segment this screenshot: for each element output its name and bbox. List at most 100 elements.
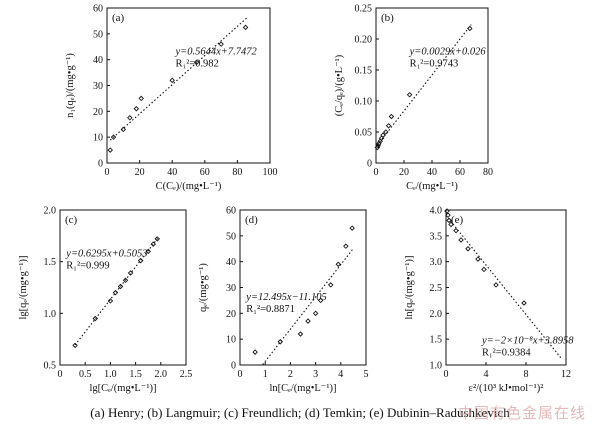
data-point bbox=[169, 77, 175, 84]
data-point bbox=[349, 225, 355, 231]
panel-c: 0 0.5 1.0 1.5 2.0 2.50.51.01.52.0(c)lg[Cₑ/(mg… bbox=[18, 206, 192, 395]
panel-b: 0 20 40 60 80 0 0.05 0.10 0.15 0.20 0.25 (b) Cₑ/(mg•… bbox=[334, 4, 493, 193]
x-axis-label: Cₑ/(mg•L⁻¹) bbox=[406, 181, 458, 192]
panel-label: (e) bbox=[451, 214, 464, 226]
x-tick-label: 5 bbox=[364, 369, 369, 380]
plot-frame bbox=[59, 209, 187, 366]
data-point bbox=[127, 270, 134, 276]
y-tick-label: 0.20 bbox=[355, 35, 373, 46]
data-point bbox=[385, 123, 392, 129]
y-tick-label: 0.15 bbox=[355, 66, 373, 77]
panel-label: (c) bbox=[65, 214, 78, 226]
y-tick-label: 0 bbox=[231, 361, 236, 372]
fit-line bbox=[376, 24, 472, 146]
data-point bbox=[145, 248, 151, 255]
x-tick-label: 2.0 bbox=[155, 369, 168, 380]
panel-label: (a) bbox=[112, 12, 125, 24]
y-tick-label: 0.10 bbox=[355, 97, 373, 108]
data-point bbox=[137, 257, 144, 264]
y-tick-label: 1.0 bbox=[430, 361, 443, 372]
data-point bbox=[448, 221, 454, 228]
y-tick-label: 2.0 bbox=[44, 206, 57, 217]
fit-equation: y=0.6295x+0.5053 bbox=[65, 249, 147, 260]
x-axis-label: lg[Cₑ/(mg•L⁻¹)] bbox=[90, 383, 157, 394]
y-tick-label: 60 bbox=[93, 4, 103, 15]
x-tick-label: 60 bbox=[200, 167, 210, 178]
y-tick-label: 50 bbox=[93, 29, 103, 40]
data-point bbox=[252, 349, 258, 355]
x-axis-label: ε²/(10³ kJ•mol⁻¹)² bbox=[469, 383, 544, 394]
data-point bbox=[107, 298, 114, 304]
x-tick-label: 20 bbox=[135, 167, 145, 178]
y-tick-label: 0 bbox=[367, 159, 372, 170]
data-point bbox=[150, 241, 156, 247]
watermark: 中国有色金属在线 bbox=[457, 404, 586, 422]
data-point bbox=[127, 115, 133, 121]
data-point bbox=[72, 342, 78, 349]
x-tick-label: 40 bbox=[427, 167, 437, 178]
data-point bbox=[107, 147, 113, 153]
fit-equation: y=−2×10⁻⁸x+3.8958 bbox=[481, 335, 574, 346]
y-tick-label: 60 bbox=[226, 206, 236, 217]
x-tick-label: 3 bbox=[313, 369, 318, 380]
fit-equation: y=0.5644x+7.7472 bbox=[174, 47, 257, 58]
y-tick-label: 50 bbox=[226, 231, 236, 242]
x-tick-label: 4 bbox=[484, 369, 489, 380]
x-tick-label: 1.5 bbox=[129, 369, 142, 380]
data-point bbox=[388, 113, 395, 120]
data-point bbox=[117, 283, 124, 290]
data-point bbox=[327, 282, 334, 288]
y-tick-label: 40 bbox=[226, 257, 236, 268]
y-tick-label: 2.0 bbox=[430, 309, 443, 320]
r-squared-label: R₁²=0.8871 bbox=[246, 304, 295, 315]
data-point bbox=[122, 277, 129, 284]
data-point bbox=[193, 59, 200, 65]
plot-frame bbox=[239, 209, 367, 366]
y-tick-label: 3.5 bbox=[430, 231, 443, 242]
x-tick-label: 60 bbox=[455, 167, 465, 178]
data-point bbox=[297, 331, 304, 337]
plot-frame bbox=[106, 7, 271, 164]
data-point bbox=[218, 41, 224, 47]
r-squared-label: R₁²=0.9743 bbox=[410, 59, 459, 70]
x-tick-label: 0 bbox=[58, 369, 63, 380]
panel-label: (b) bbox=[381, 12, 394, 24]
y-tick-label: 1.0 bbox=[44, 309, 57, 320]
r-squared-label: R₁²=0.982 bbox=[175, 59, 218, 70]
x-tick-label: 0 bbox=[238, 369, 243, 380]
panel-label: (d) bbox=[245, 214, 258, 226]
y-tick-label: 0.5 bbox=[44, 361, 57, 372]
x-tick-label: 0.5 bbox=[79, 369, 92, 380]
x-tick-label: 1 bbox=[263, 369, 268, 380]
y-axis-label: n₁(qₑ)/(mg•g⁻¹) bbox=[65, 53, 76, 118]
fit-line bbox=[109, 17, 248, 141]
data-point bbox=[493, 282, 499, 288]
data-point bbox=[133, 106, 140, 112]
y-axis-label: ln[qₑ/(mg•g⁻¹)] bbox=[404, 255, 415, 319]
y-tick-label: 20 bbox=[93, 107, 103, 118]
data-point bbox=[312, 310, 319, 317]
data-point bbox=[305, 318, 311, 324]
x-tick-label: 0 bbox=[105, 167, 110, 178]
fit-line bbox=[445, 215, 563, 360]
y-tick-label: 30 bbox=[226, 283, 236, 294]
x-tick-label: 80 bbox=[483, 167, 493, 178]
x-tick-label: 20 bbox=[399, 167, 409, 178]
y-axis-label: (Cₑ/qₑ)/(g•L⁻¹) bbox=[334, 54, 345, 116]
y-tick-label: 4.0 bbox=[430, 206, 443, 217]
x-tick-label: 80 bbox=[232, 167, 242, 178]
x-axis-label: ln[Cₑ/(mg•L⁻¹)] bbox=[270, 383, 337, 394]
y-tick-label: 3.0 bbox=[430, 257, 443, 268]
fit-line bbox=[262, 248, 354, 365]
x-tick-label: 2 bbox=[288, 369, 293, 380]
figure-caption: (a) Henry; (b) Langmuir; (c) Freundlich;… bbox=[90, 405, 510, 420]
data-point bbox=[335, 261, 342, 267]
y-axis-label: lg[qₑ/(mg•g⁻¹)] bbox=[18, 255, 29, 319]
data-point bbox=[481, 266, 487, 273]
data-point bbox=[446, 217, 452, 224]
r-squared-label: R₁²=0.999 bbox=[66, 261, 109, 272]
y-tick-label: 0 bbox=[98, 159, 103, 170]
y-tick-label: 10 bbox=[226, 335, 236, 346]
x-tick-label: 0 bbox=[444, 369, 449, 380]
